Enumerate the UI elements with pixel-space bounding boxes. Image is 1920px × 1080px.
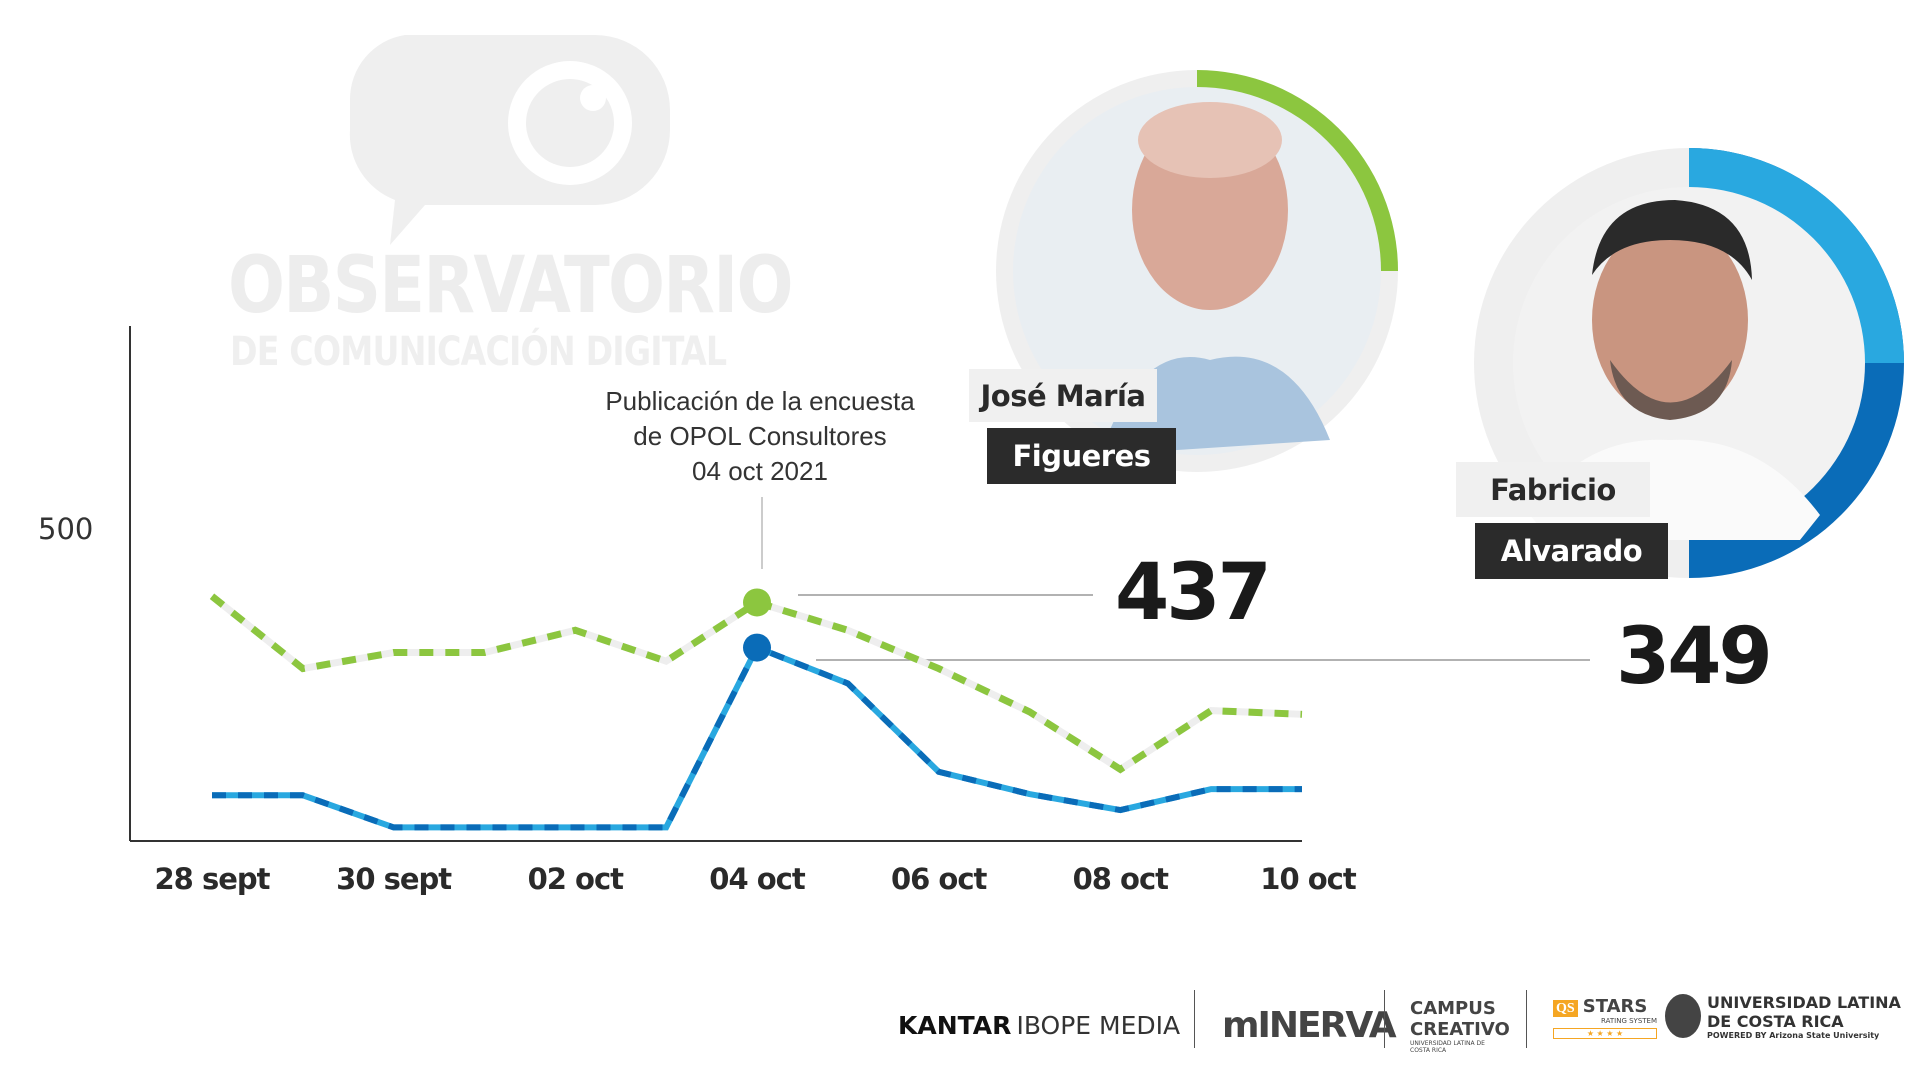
alvarado-value-label: 349 (1616, 612, 1773, 702)
annotation-line: Publicación de la encuesta (605, 386, 915, 416)
campus-creativo-logo: CAMPUS CREATIVO UNIVERSIDAD LATINA DE CO… (1410, 998, 1510, 1054)
series-line-bg (212, 643, 1302, 831)
candidate-2-last-name: Alvarado (1475, 523, 1668, 579)
x-tick-label: 30 sept (336, 862, 452, 896)
x-tick-label: 06 oct (890, 862, 987, 896)
divider (1526, 990, 1527, 1048)
x-tick-label: 28 sept (154, 862, 270, 896)
minerva-logo: mINERVA (1222, 1004, 1397, 1046)
annotation-date: 04 oct 2021 (692, 456, 828, 486)
watermark-subtitle: DE COMUNICACIÓN DIGITAL (230, 329, 727, 375)
stars-rating-icon: ★ ★ ★ ★ (1553, 1028, 1657, 1039)
x-tick-label: 08 oct (1072, 862, 1169, 896)
x-tick-label: 02 oct (527, 862, 624, 896)
series-line-figueres (209, 593, 1303, 774)
qs-stars-logo: QS STARS RATING SYSTEM ★ ★ ★ ★ (1553, 996, 1657, 1039)
annotation-line: de OPOL Consultores (633, 421, 887, 451)
globe-icon (1665, 994, 1701, 1038)
watermark-title: OBSERVATORIO (228, 241, 794, 331)
x-tick-label: 10 oct (1260, 862, 1356, 896)
ulatina-logo: UNIVERSIDAD LATINA DE COSTA RICA POWERED… (1707, 993, 1901, 1040)
divider (1194, 990, 1195, 1048)
y-tick-500: 500 (38, 512, 94, 546)
highlight-point (743, 633, 771, 662)
figueres-value-label: 437 (1115, 548, 1272, 638)
candidate-1-last-name: Figueres (987, 428, 1176, 484)
poll-annotation: Publicación de la encuesta de OPOL Consu… (560, 384, 960, 489)
candidate-2-first-name: Fabricio (1456, 462, 1650, 517)
series-line-alvarado (212, 643, 1302, 831)
x-tick-label: 04 oct (709, 862, 805, 896)
kantar-logo: KANTAR IBOPE MEDIA (898, 1010, 1181, 1040)
divider (1384, 990, 1385, 1048)
highlight-point (743, 588, 771, 617)
candidate-1-first-name: José María (969, 369, 1157, 422)
observatorio-logo-icon (349, 35, 670, 245)
